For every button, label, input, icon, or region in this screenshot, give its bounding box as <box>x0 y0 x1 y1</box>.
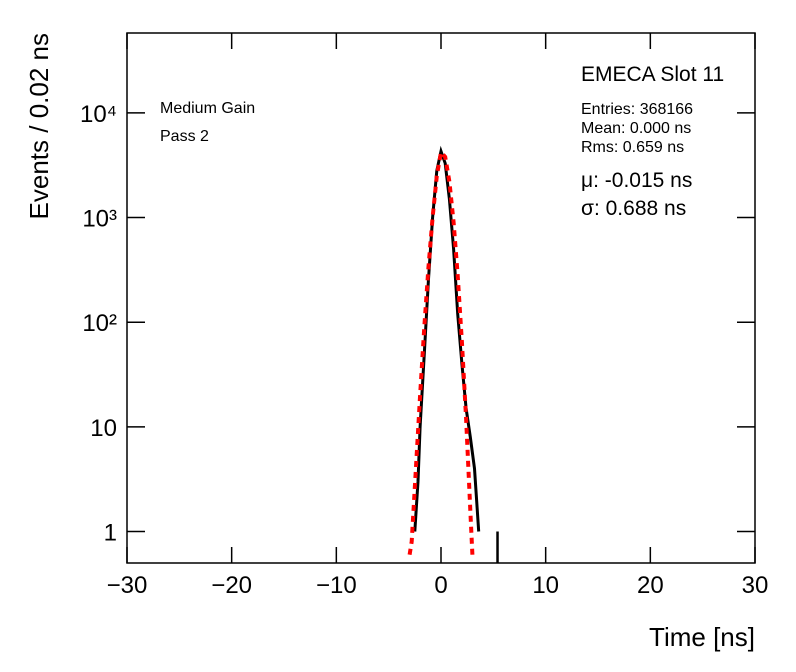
y-tick-label: 10³ <box>82 206 117 233</box>
x-tick-label: 0 <box>434 572 447 599</box>
y-tick-label: 10⁴ <box>80 101 117 128</box>
x-axis-title: Time [ns] <box>649 622 755 652</box>
annotation: Medium Gain <box>160 100 255 117</box>
x-tick-label: −20 <box>211 572 252 599</box>
chart-title: EMECA Slot 11 <box>581 63 724 86</box>
fit-sigma: σ: 0.688 ns <box>581 197 686 220</box>
stat-mean: Mean: 0.000 ns <box>581 120 691 137</box>
y-tick-label: 10² <box>82 310 117 337</box>
fit-mu: μ: -0.015 ns <box>581 169 692 192</box>
x-tick-label: −10 <box>316 572 357 599</box>
y-axis-title: Events / 0.02 ns <box>24 33 54 219</box>
annotation: Pass 2 <box>160 128 209 145</box>
x-tick-label: 30 <box>742 572 769 599</box>
x-tick-label: 20 <box>637 572 664 599</box>
stat-rms: Rms: 0.659 ns <box>581 139 684 156</box>
y-tick-label: 1 <box>104 519 117 546</box>
stat-entries: Entries: 368166 <box>581 101 693 118</box>
fit-curve <box>407 147 475 556</box>
y-tick-label: 10 <box>90 415 117 442</box>
x-tick-label: −30 <box>107 572 148 599</box>
x-tick-label: 10 <box>532 572 559 599</box>
